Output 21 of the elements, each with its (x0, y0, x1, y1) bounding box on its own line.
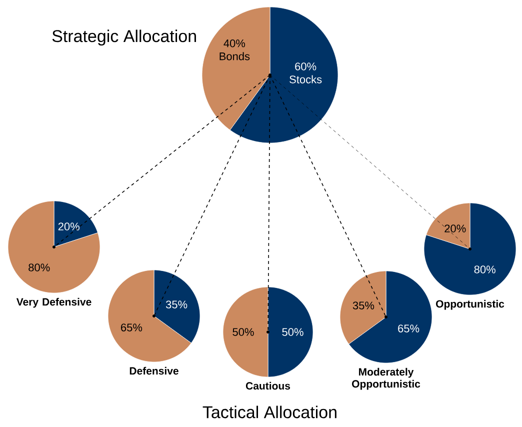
data-label: 35% (352, 302, 374, 310)
data-label: 40% (224, 39, 246, 48)
text: Very Defensive (16, 298, 92, 308)
data-label: 80% (28, 264, 50, 272)
slice-label: Stocks (290, 75, 322, 84)
text: Cautious (246, 382, 290, 390)
data-label: 50% (282, 328, 304, 336)
data-label: 65% (121, 324, 142, 332)
data-label: 80% (474, 266, 496, 274)
text: Moderately Opportunistic (352, 368, 420, 390)
slice-label: Bonds (220, 52, 250, 60)
data-label: 60% (295, 62, 316, 70)
text: Tactical Allocation (202, 406, 336, 418)
text: Strategic Allocation (52, 30, 196, 46)
data-label: 35% (166, 300, 188, 308)
data-label: 20% (444, 224, 466, 232)
text: Opportunistic (436, 300, 504, 310)
text: Defensive (130, 366, 178, 375)
data-label: 65% (398, 324, 420, 332)
data-label: 50% (232, 328, 254, 336)
data-label: 20% (58, 222, 80, 230)
